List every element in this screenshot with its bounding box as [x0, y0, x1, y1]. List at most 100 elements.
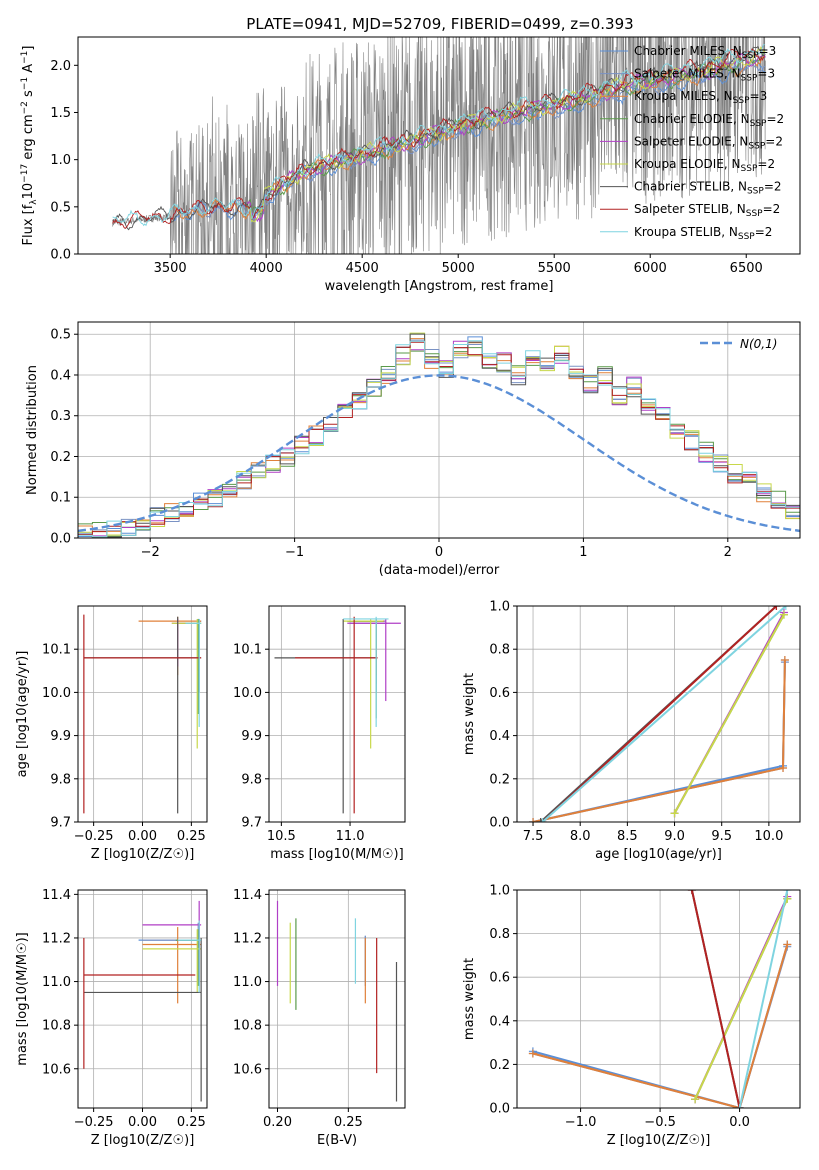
y-tick-label: 10.0: [233, 686, 262, 701]
point-chabrier-stelib: [274, 618, 378, 814]
x-tick-label: 5500: [538, 261, 571, 276]
y-axis-label: mass [log10(M/M☉)]: [15, 932, 30, 1065]
weight-marker: [691, 1095, 700, 1104]
y-axis-label: Normed distribution: [25, 365, 40, 495]
y-tick-label: 1.0: [50, 153, 71, 168]
axes-frame: [268, 889, 406, 1109]
axes-frame: [77, 889, 208, 1109]
point-salpeter-elodie: [142, 900, 202, 982]
y-label-part: −1: [20, 77, 30, 90]
point-salpeter-elodie: [171, 618, 200, 667]
point-salpeter-elodie: [347, 618, 401, 702]
plot-area: [529, 606, 790, 822]
x-axis-label: Z [log10(Z/Z☉)]: [91, 1133, 195, 1148]
x-tick-label: −2: [141, 545, 160, 560]
point-kroupa-elodie: [171, 618, 202, 749]
x-tick-label: 9.5: [711, 829, 732, 844]
x-tick-label: 8.0: [570, 829, 591, 844]
weight-marker: [783, 890, 792, 894]
y-label-part: 10: [21, 183, 36, 200]
x-tick-label: 0.25: [177, 829, 206, 844]
y-tick-label: 0.1: [50, 491, 71, 506]
x-tick-label: 8.5: [617, 829, 638, 844]
y-tick-label: 0.0: [489, 1102, 510, 1117]
plot-area: [274, 616, 401, 814]
model-line-salpeter-stelib: [112, 48, 765, 229]
x-tick-label: 9.0: [664, 829, 685, 844]
point-salpeter-stelib: [295, 616, 378, 814]
y-label-part: ]: [21, 46, 36, 51]
legend-sub: SSP: [742, 51, 759, 61]
legend-count: =2: [763, 202, 781, 216]
plot-area: [528, 890, 792, 1108]
y-tick-label: 1.5: [50, 106, 71, 121]
chart-mass-age: 10.5 11.0 9.7 9.8 9.9 10.0 10.1 mass [log10(M/M…: [233, 605, 406, 862]
y-axis-label: mass weight: [462, 958, 477, 1040]
x-tick-label: 0.00: [128, 829, 157, 844]
weight-marker: [779, 610, 788, 619]
weight-line-kroupa-elodie: [694, 898, 789, 1100]
point-salpeter-stelib: [83, 614, 202, 814]
y-tick-label: 10.8: [42, 1019, 71, 1034]
plot-area: [276, 900, 398, 1102]
x-tick-label: −0.25: [74, 829, 114, 844]
plot-area: [83, 614, 202, 814]
model-line-kroupa-stelib: [112, 44, 765, 227]
point-chabrier-elodie: [347, 618, 384, 719]
legend-count: =2: [757, 157, 775, 171]
legend-count: =2: [755, 225, 773, 239]
x-tick-label: 10.5: [267, 829, 296, 844]
plot-area: [78, 332, 800, 538]
weight-line-salpeter-stelib: [690, 890, 741, 1108]
y-tick-label: 0.8: [489, 643, 510, 658]
x-tick-label: 0: [435, 545, 443, 560]
weight-marker: [779, 764, 788, 772]
x-tick-label: 0.25: [334, 1115, 363, 1130]
x-axis-label: Z [log10(Z/Z☉)]: [91, 847, 195, 862]
y-tick-label: 0.2: [50, 450, 71, 465]
legend-label: Chabrier STELIB, N: [634, 180, 747, 194]
x-tick-label: 6000: [634, 261, 667, 276]
y-tick-label: 2.0: [50, 59, 71, 74]
legend-sub: SSP: [741, 164, 758, 174]
legend-sub: SSP: [750, 119, 767, 129]
legend-label: Kroupa STELIB, N: [634, 225, 738, 239]
chart-spectrum: 3500 4000 4500 5000 5500 6000 6500 0.0 0.5 1.0 1.5…: [20, 36, 801, 294]
point-kroupa-stelib: [343, 616, 389, 727]
point-salpeter-miles: [350, 618, 388, 684]
y-label-part: −1: [20, 51, 30, 64]
y-tick-label: 9.9: [50, 729, 71, 744]
y-axis-label: Flux [fλ​10−17​ erg cm−2​ s−1​ A−1​]: [20, 46, 39, 246]
y-label-part: −17: [20, 164, 30, 183]
point-kroupa-elodie: [343, 618, 384, 749]
x-tick-label: 5000: [442, 261, 475, 276]
legend-sub: SSP: [741, 74, 758, 84]
x-axis-label: age [log10(age/yr)]: [595, 847, 722, 862]
plot-area: [83, 900, 202, 1102]
legend-entry: Kroupa MILES, NSSP=3: [634, 89, 767, 106]
x-tick-label: −1.0: [565, 1115, 597, 1130]
x-axis-label: wavelength [Angstrom, rest frame]: [325, 279, 554, 294]
x-axis-label: Z [log10(Z/Z☉)]: [607, 1133, 711, 1148]
point-salpeter-miles: [142, 922, 202, 982]
axes-frame: [268, 605, 406, 823]
point-chabrier-stelib: [83, 937, 202, 1102]
legend-sub: SSP: [733, 96, 750, 106]
axes-frame: [77, 36, 801, 255]
histogram-kroupa-stelib: [78, 340, 800, 538]
legend-label: Kroupa MILES, N: [634, 89, 733, 103]
legend-count: =2: [765, 134, 783, 148]
axes-frame: [516, 605, 801, 823]
y-tick-label: 0.5: [50, 200, 71, 215]
legend-entry: Salpeter STELIB, NSSP=2: [634, 202, 780, 219]
weight-marker: [735, 1104, 744, 1108]
legend-count: =3: [757, 67, 775, 81]
legend-label: Salpeter STELIB, N: [634, 202, 746, 216]
legend-label: Salpeter MILES, N: [634, 67, 741, 81]
point-kroupa-stelib: [177, 920, 202, 993]
chart-residuals: −2 −1 0 1 2 0.0 0.1 0.2 0.3 0.4 0.5 (data-model)/er…: [25, 321, 801, 578]
y-axis-label: age [log10(age/yr)]: [15, 651, 30, 778]
chart-ebv-mass: 0.20 0.25 10.6 10.8 11.0 11.2 11.4 E(B-V): [233, 888, 406, 1148]
